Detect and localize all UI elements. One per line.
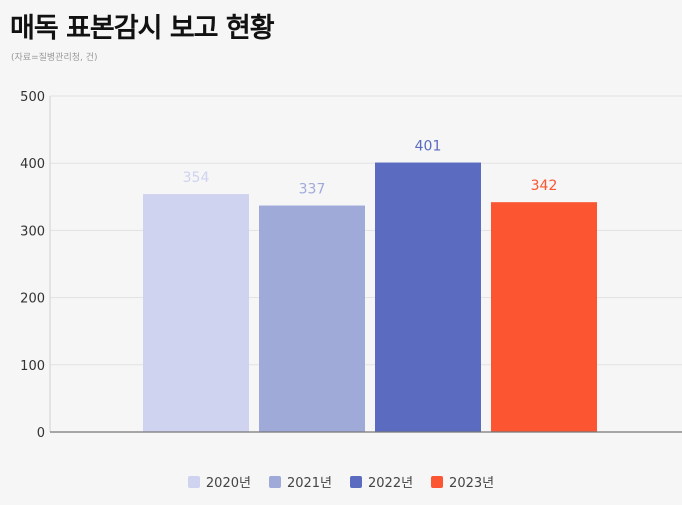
bar-2022년 — [375, 162, 481, 432]
y-tick-label: 0 — [37, 426, 45, 441]
y-tick-label: 500 — [20, 90, 45, 105]
y-axis-ticks: 0 100 200 300 400 500 — [20, 90, 45, 441]
legend-item: 2023년 — [431, 472, 494, 491]
legend-swatch — [187, 475, 200, 488]
bar-2020년 — [143, 194, 249, 432]
chart-title: 매독 표본감시 보고 현황 — [10, 13, 275, 44]
legend-item: 2022년 — [350, 472, 413, 491]
y-tick-label: 400 — [20, 157, 45, 172]
legend-item: 2021년 — [268, 472, 332, 491]
legend-swatch — [431, 475, 444, 488]
y-tick-label: 200 — [20, 292, 45, 307]
bars — [143, 162, 597, 432]
legend-label: 2020년 — [205, 476, 251, 491]
data-label: 342 — [531, 178, 558, 194]
legend: 2020년 2021년 2022년 2023년 — [0, 472, 682, 491]
legend-label: 2023년 — [449, 476, 495, 491]
legend-swatch — [268, 475, 281, 488]
legend-label: 2021년 — [286, 476, 332, 491]
y-tick-label: 300 — [20, 224, 45, 239]
data-label: 354 — [183, 170, 210, 186]
chart-source-note: (자료=질병관리청, 건) — [11, 53, 98, 63]
data-label: 337 — [299, 182, 326, 198]
data-labels: 354 337 401 342 — [183, 139, 558, 198]
y-tick-label: 100 — [20, 359, 45, 374]
legend-label: 2022년 — [368, 476, 414, 491]
bar-2023년 — [491, 202, 597, 432]
legend-swatch — [350, 475, 362, 488]
bar-2021년 — [259, 205, 365, 432]
legend-item: 2020년 — [187, 472, 251, 491]
data-label: 401 — [415, 139, 442, 155]
